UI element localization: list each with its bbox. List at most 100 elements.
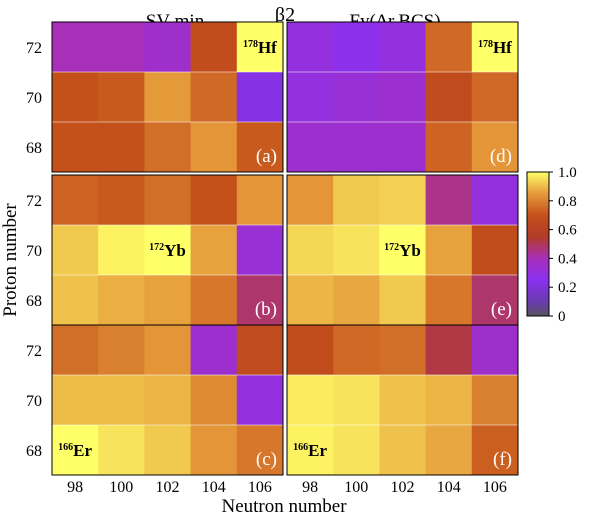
heatmap-cell: [425, 225, 473, 276]
y-tick-label: 70: [26, 243, 42, 260]
heatmap-cell: [190, 325, 238, 376]
heatmap-cell: [190, 225, 238, 276]
heatmap-cell: [379, 225, 426, 276]
heatmap-panel: 166Er (c): [51, 324, 284, 476]
heatmap-cell: [379, 325, 426, 376]
heatmap-cell: [52, 275, 99, 326]
nucleus-element: Er: [73, 441, 92, 460]
heatmap-cell: [236, 425, 284, 476]
colorbar-tick-label: 0.8: [558, 194, 577, 210]
heatmap-cell: [236, 175, 284, 226]
heatmap-cell: [287, 175, 334, 226]
heatmap-cell: [333, 325, 380, 376]
heatmap-cell: [333, 122, 380, 173]
panel-group: 178Hf(a)172Yb(b)166Er (c)178Hf(d)172Yb(e)…: [51, 21, 519, 476]
heatmap-cell: [190, 175, 238, 226]
heatmap-cell: [333, 225, 380, 276]
nucleus-label: 178Hf: [243, 38, 277, 57]
heatmap-cell: [236, 275, 284, 326]
x-tick-label: 106: [248, 479, 272, 496]
y-tick-label: 68: [26, 443, 42, 460]
chart-title-text: β2: [275, 4, 295, 26]
heatmap-cell: [471, 375, 519, 426]
axis-group: 72 70 68 72 70 68 72 70 68 98 100 102 104 106 98 100 102…: [26, 40, 507, 496]
heatmap-cell: [190, 275, 238, 326]
panel-frame: [51, 324, 284, 476]
heatmap-cell: [333, 375, 380, 426]
heatmap-panel: 178Hf (a): [51, 21, 284, 173]
heatmap-cell: [333, 175, 380, 226]
heatmap-cell: [425, 425, 473, 476]
y-tick-label: 70: [26, 90, 42, 107]
nucleus-label: 166Er: [293, 441, 327, 460]
heatmap-cell: [98, 72, 145, 123]
nucleus-mass-number: 172: [384, 242, 399, 253]
heatmap-cell: [379, 122, 426, 173]
colorbar-tick-label: 0.6: [558, 223, 577, 239]
heatmap-cell: [471, 325, 519, 376]
heatmap-cell: [98, 325, 145, 376]
nucleus-mass-number: 178: [478, 39, 493, 50]
heatmap-cell: [236, 72, 284, 123]
panel-frame: [286, 324, 519, 476]
y-tick-label: 72: [26, 40, 42, 57]
heatmap-cell: [144, 225, 191, 276]
heatmap-cell: [287, 22, 334, 73]
panel-label: (b): [255, 299, 277, 320]
x-tick-label: 98: [67, 479, 83, 496]
heatmap-cell: [98, 425, 145, 476]
heatmap-cell: [52, 225, 99, 276]
heatmap-cell: [236, 325, 284, 376]
x-tick-label: 104: [202, 479, 226, 496]
x-tick-label: 102: [156, 479, 180, 496]
heatmap-cell: [190, 72, 238, 123]
heatmap-panel: 172Yb (e): [286, 174, 519, 326]
colorbar-tick-label: 0.2: [558, 280, 577, 296]
nucleus-mass-number: 166: [58, 442, 73, 453]
heatmap-cell: [144, 375, 191, 426]
x-tick-label: 100: [344, 479, 368, 496]
heatmap-cell: [425, 325, 473, 376]
panel-label: (d): [490, 146, 512, 167]
heatmap-cell: [236, 225, 284, 276]
heatmap-cell: [190, 375, 238, 426]
heatmap-cell: [379, 175, 426, 226]
heatmap-cell: [425, 72, 473, 123]
heatmap-cell: [144, 175, 191, 226]
heatmap-cell: [379, 22, 426, 73]
colorbar-tick-label: 0.4: [558, 251, 577, 267]
heatmap-cell: [379, 375, 426, 426]
heatmap-cell: [52, 122, 99, 173]
nucleus-element: Yb: [399, 241, 421, 260]
colorbar-tick-label: 1.0: [558, 165, 577, 181]
heatmap-cell: [333, 275, 380, 326]
heatmap-cell: [52, 175, 99, 226]
x-tick-label: 100: [109, 479, 133, 496]
heatmap-cell: [190, 122, 238, 173]
y-tick-label: 70: [26, 393, 42, 410]
colorbar: 0 0.2 0.4 0.6 0.8 1.0: [526, 165, 577, 325]
heatmap-cell: [379, 275, 426, 326]
heatmap-cell: [144, 22, 191, 73]
heatmap-cell: [333, 425, 380, 476]
heatmap-panel: 166Er (f): [286, 324, 519, 476]
nucleus-element: Yb: [164, 241, 186, 260]
heatmap-cell: [52, 375, 99, 426]
heatmap-panel: 178Hf (d): [286, 21, 519, 173]
heatmap-cell: [98, 225, 145, 276]
y-tick-label: 68: [26, 140, 42, 157]
heatmap-cell: [52, 425, 99, 476]
panel-label: (a): [256, 146, 277, 167]
panel-label: (f): [493, 449, 512, 470]
heatmap-cell: [425, 122, 473, 173]
heatmap-cell: [98, 375, 145, 426]
heatmap-cell: [236, 375, 284, 426]
y-tick-label: 72: [26, 193, 42, 210]
heatmap-cell: [98, 122, 145, 173]
heatmap-cell: [287, 375, 334, 426]
y-tick-label: 72: [26, 343, 42, 360]
x-tick-label: 102: [391, 479, 415, 496]
heatmap-cell: [471, 225, 519, 276]
heatmap-cell: [287, 72, 334, 123]
